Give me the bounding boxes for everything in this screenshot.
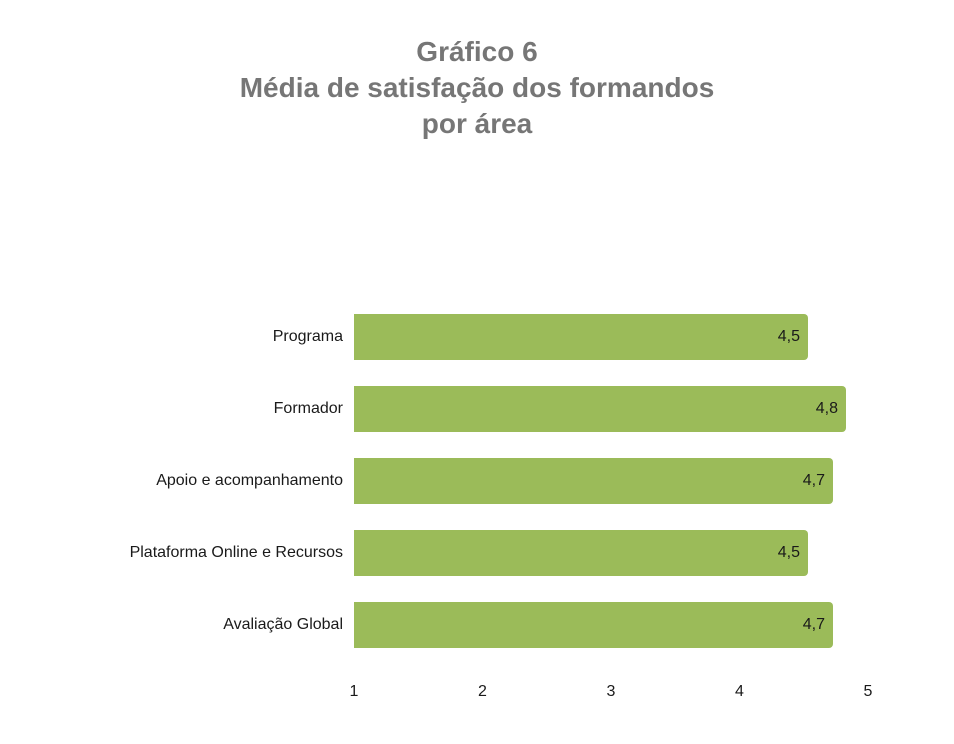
chart-title: Gráfico 6 Média de satisfação dos forman… (0, 34, 954, 142)
bar: 4,7 (354, 602, 833, 648)
x-tick-label: 1 (349, 683, 359, 700)
bar: 4,5 (354, 314, 808, 360)
category-label: Apoio e acompanhamento (156, 472, 343, 489)
chart-title-line-1: Gráfico 6 (416, 36, 538, 67)
bar-value-label: 4,7 (802, 616, 825, 633)
category-label: Programa (272, 328, 343, 345)
bar-value-label: 4,8 (815, 400, 838, 417)
chart-title-line-2: Média de satisfação dos formandos (239, 72, 715, 103)
bar-value-label: 4,5 (777, 544, 800, 561)
x-tick-label: 5 (863, 683, 873, 700)
x-tick-label: 4 (735, 683, 744, 700)
bar-value-label: 4,7 (802, 472, 825, 489)
bar: 4,7 (354, 458, 833, 504)
bar: 4,8 (354, 386, 846, 432)
category-label: Avaliação Global (223, 616, 343, 633)
chart-title-line-3: por área (421, 108, 533, 139)
x-tick-label: 2 (478, 683, 487, 700)
category-label: Formador (273, 400, 343, 417)
bar: 4,5 (354, 530, 808, 576)
x-tick-label: 3 (606, 683, 616, 700)
bar-value-label: 4,5 (777, 328, 800, 345)
category-label: Plataforma Online e Recursos (129, 544, 343, 561)
